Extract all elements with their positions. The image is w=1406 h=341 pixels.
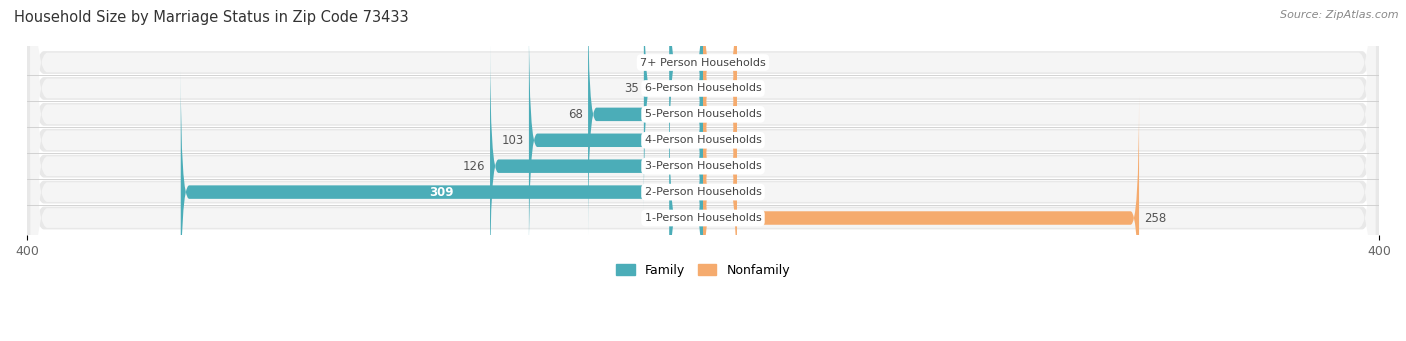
Text: 5: 5 xyxy=(657,56,664,69)
Text: 13: 13 xyxy=(742,186,756,198)
FancyBboxPatch shape xyxy=(31,0,1375,338)
Text: Source: ZipAtlas.com: Source: ZipAtlas.com xyxy=(1281,10,1399,20)
FancyBboxPatch shape xyxy=(529,17,703,263)
FancyBboxPatch shape xyxy=(491,43,703,289)
Text: 5-Person Households: 5-Person Households xyxy=(644,109,762,119)
FancyBboxPatch shape xyxy=(24,0,1382,341)
FancyBboxPatch shape xyxy=(703,0,737,211)
FancyBboxPatch shape xyxy=(703,43,737,289)
Text: 3-Person Households: 3-Person Households xyxy=(644,161,762,171)
Text: 1-Person Households: 1-Person Households xyxy=(644,213,762,223)
Text: 2: 2 xyxy=(742,160,749,173)
FancyBboxPatch shape xyxy=(24,0,1382,341)
FancyBboxPatch shape xyxy=(31,0,1375,341)
Text: 0: 0 xyxy=(742,82,749,95)
FancyBboxPatch shape xyxy=(669,95,703,341)
FancyBboxPatch shape xyxy=(181,69,703,315)
Text: 68: 68 xyxy=(568,108,583,121)
Text: 2-Person Households: 2-Person Households xyxy=(644,187,762,197)
FancyBboxPatch shape xyxy=(703,69,737,315)
Text: 4-Person Households: 4-Person Households xyxy=(644,135,762,145)
FancyBboxPatch shape xyxy=(703,0,737,186)
Text: 6-Person Households: 6-Person Households xyxy=(644,84,762,93)
Text: 0: 0 xyxy=(742,56,749,69)
Text: 0: 0 xyxy=(742,108,749,121)
Text: 7+ Person Households: 7+ Person Households xyxy=(640,58,766,68)
Text: 309: 309 xyxy=(430,186,454,198)
FancyBboxPatch shape xyxy=(24,0,1382,341)
FancyBboxPatch shape xyxy=(31,0,1375,341)
FancyBboxPatch shape xyxy=(24,0,1382,341)
Text: 35: 35 xyxy=(624,82,638,95)
FancyBboxPatch shape xyxy=(703,17,737,263)
Text: 126: 126 xyxy=(463,160,485,173)
FancyBboxPatch shape xyxy=(31,0,1375,341)
FancyBboxPatch shape xyxy=(24,0,1382,341)
FancyBboxPatch shape xyxy=(703,95,1139,341)
Text: 258: 258 xyxy=(1144,211,1167,224)
FancyBboxPatch shape xyxy=(24,0,1382,341)
Text: Household Size by Marriage Status in Zip Code 73433: Household Size by Marriage Status in Zip… xyxy=(14,10,409,25)
Legend: Family, Nonfamily: Family, Nonfamily xyxy=(612,258,794,282)
FancyBboxPatch shape xyxy=(669,0,703,186)
FancyBboxPatch shape xyxy=(644,0,703,211)
FancyBboxPatch shape xyxy=(31,0,1375,341)
Text: 103: 103 xyxy=(502,134,524,147)
Text: 0: 0 xyxy=(657,211,664,224)
FancyBboxPatch shape xyxy=(588,0,703,237)
FancyBboxPatch shape xyxy=(703,0,737,237)
FancyBboxPatch shape xyxy=(31,0,1375,341)
FancyBboxPatch shape xyxy=(24,0,1382,341)
FancyBboxPatch shape xyxy=(31,0,1375,312)
Text: 0: 0 xyxy=(742,134,749,147)
